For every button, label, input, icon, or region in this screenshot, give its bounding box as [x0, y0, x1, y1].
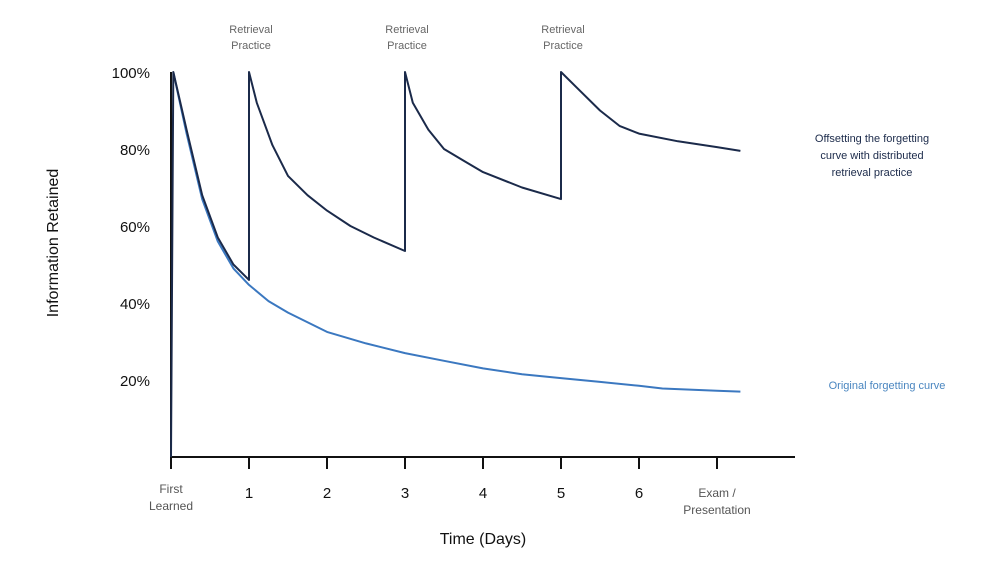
retrieval-practice-annotation: Retrieval Practice — [541, 24, 584, 52]
y-tick-label: 60% — [120, 219, 150, 236]
retrieval-practice-annotation: Retrieval Practice — [385, 24, 428, 52]
retrieval-practice-annotation: Retrieval Practice — [229, 24, 272, 52]
legend-retrieval-practice: Offsetting the forgetting curve with dist… — [815, 133, 929, 179]
y-tick-label: 40% — [120, 296, 150, 313]
x-tick-label: 4 — [479, 485, 487, 502]
x-tick-label: 5 — [557, 485, 565, 502]
x-tick-label: Exam / Presentation — [683, 486, 750, 517]
x-tick-label: 3 — [401, 485, 409, 502]
axes — [170, 72, 795, 458]
x-axis-title: Time (Days) — [440, 531, 527, 548]
legend-original-curve: Original forgetting curve — [829, 380, 946, 392]
y-axis-title: Information Retained — [45, 169, 62, 318]
y-tick-label: 100% — [112, 65, 150, 82]
x-tick-label: 2 — [323, 485, 331, 502]
x-tick-label: First Learned — [149, 482, 193, 513]
y-tick-label: 20% — [120, 373, 150, 390]
x-tick-label: 6 — [635, 485, 643, 502]
x-tick-label: 1 — [245, 485, 253, 502]
original-forgetting-line — [172, 71, 741, 393]
y-tick-label: 80% — [120, 142, 150, 159]
retrieval-practice-line — [170, 71, 741, 458]
